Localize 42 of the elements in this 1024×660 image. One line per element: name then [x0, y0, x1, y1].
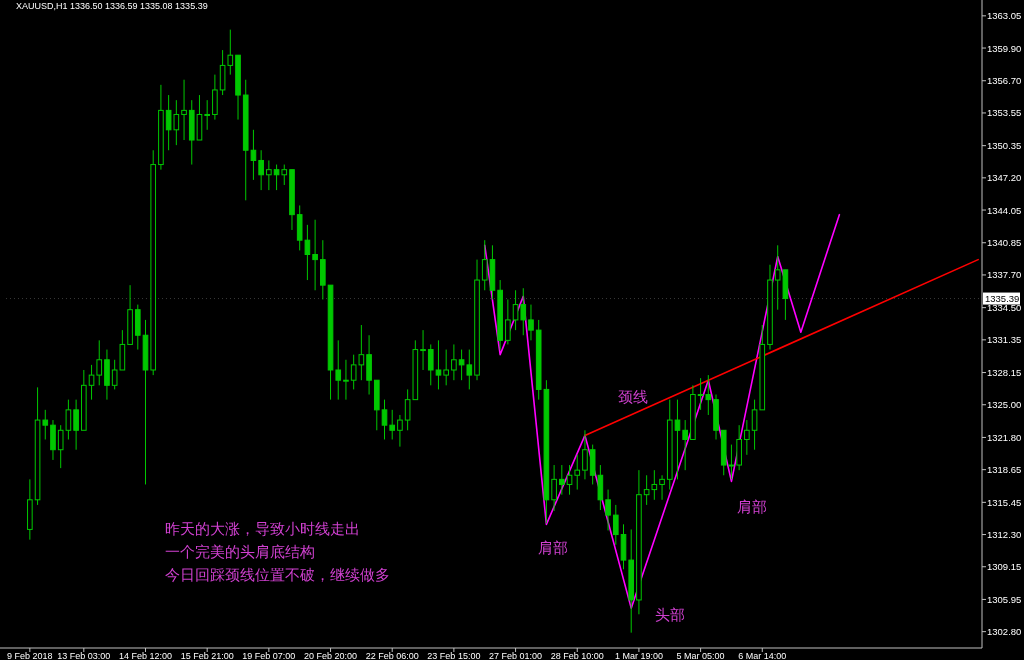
x-tick-label: 22 Feb 06:00	[365, 651, 419, 660]
y-tick-label: 1359.90	[987, 42, 1022, 54]
y-tick-label: 1344.05	[987, 204, 1022, 216]
x-tick-label: 20 Feb 20:00	[304, 651, 358, 660]
ref-line-label: 1335.39	[985, 293, 1020, 305]
y-tick-label: 1334.50	[987, 302, 1022, 314]
x-tick-label: 9 Feb 2018	[7, 651, 53, 660]
y-tick-label: 1309.15	[987, 561, 1022, 573]
y-tick-label: 1315.45	[987, 496, 1022, 508]
x-tick-label: 1 Mar 19:00	[614, 651, 663, 660]
x-tick-label: 28 Feb 10:00	[550, 651, 604, 660]
y-tick-label: 1331.35	[987, 334, 1022, 346]
annotation: 今日回踩颈线位置不破，继续做多	[165, 566, 390, 584]
y-tick-label: 1363.05	[987, 10, 1022, 22]
x-tick-label: 27 Feb 01:00	[489, 651, 543, 660]
annotation: 头部	[655, 605, 685, 624]
x-tick-label: 13 Feb 03:00	[57, 651, 111, 660]
annotation: 颈线	[618, 387, 648, 406]
x-tick-label: 15 Feb 21:00	[180, 651, 234, 660]
y-tick-label: 1337.70	[987, 269, 1022, 281]
annotation: 肩部	[737, 497, 767, 516]
x-tick-label: 14 Feb 12:00	[118, 651, 173, 660]
annotation: 昨天的大涨，导致小时线走出	[165, 520, 360, 538]
y-tick-label: 1325.00	[987, 399, 1022, 411]
y-tick-label: 1318.65	[987, 464, 1022, 476]
y-tick-label: 1356.70	[987, 75, 1022, 87]
y-tick-label: 1321.80	[987, 431, 1022, 443]
y-tick-label: 1328.15	[987, 367, 1022, 379]
x-tick-label: 19 Feb 07:00	[242, 651, 296, 660]
x-tick-label: 5 Mar 05:00	[676, 651, 725, 660]
chart-title: XAUUSD,H1 1336.50 1336.59 1335.08 1335.39	[16, 1, 208, 11]
y-tick-label: 1350.35	[987, 140, 1022, 152]
y-tick-label: 1305.95	[987, 593, 1022, 605]
annotation: 一个完美的头肩底结构	[165, 543, 315, 561]
x-tick-label: 23 Feb 15:00	[427, 651, 481, 660]
y-tick-label: 1302.80	[987, 626, 1022, 638]
annotation: 肩部	[538, 538, 568, 557]
y-tick-label: 1312.30	[987, 529, 1022, 541]
y-tick-label: 1347.20	[987, 172, 1022, 184]
y-tick-label: 1353.55	[987, 107, 1022, 119]
y-tick-label: 1340.85	[987, 237, 1022, 249]
x-tick-label: 6 Mar 14:00	[738, 651, 787, 660]
